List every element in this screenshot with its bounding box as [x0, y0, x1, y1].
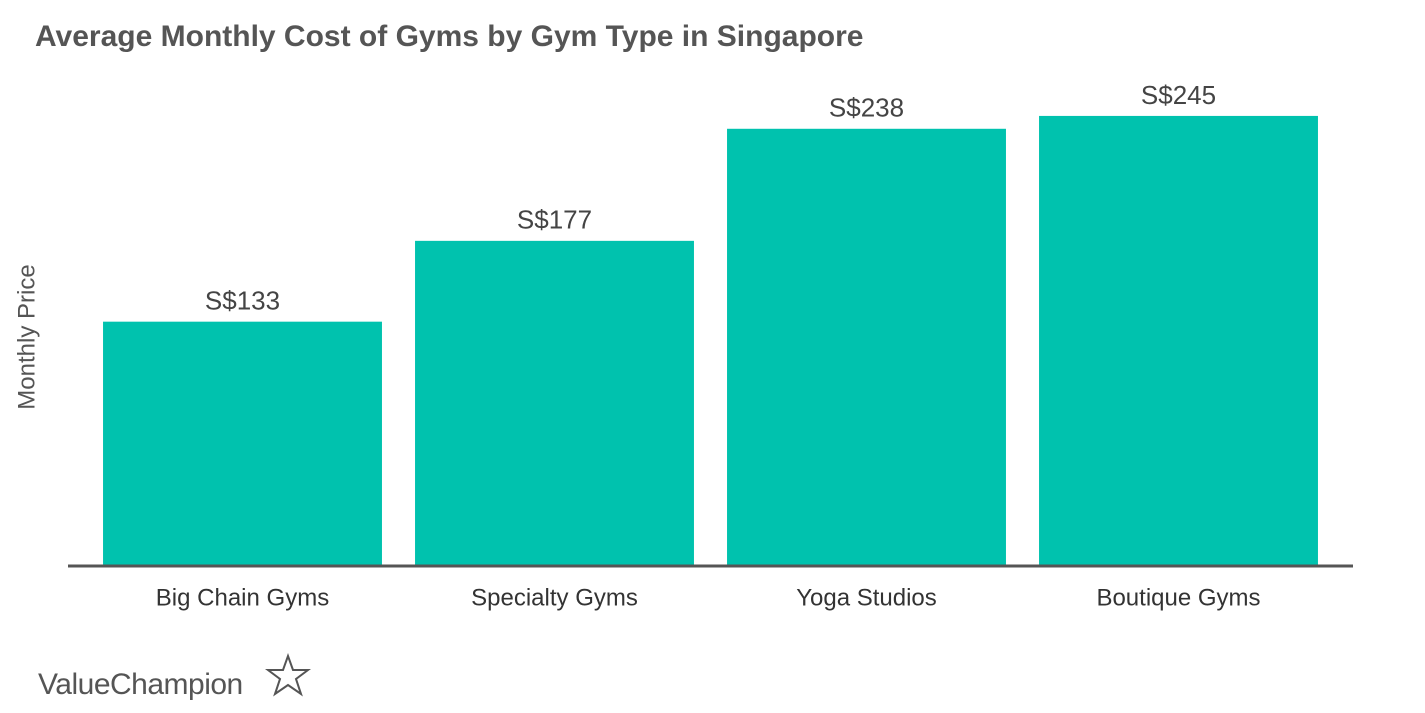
value-label: S$177	[517, 205, 592, 235]
bar	[103, 321, 382, 566]
x-tick-label: Specialty Gyms	[471, 584, 638, 611]
x-tick-label: Boutique Gyms	[1096, 584, 1260, 611]
logo: ValueChampion	[38, 668, 243, 701]
value-label: S$133	[205, 286, 280, 316]
bar	[1039, 115, 1318, 566]
bar	[415, 240, 694, 566]
x-tick-label: Big Chain Gyms	[156, 584, 329, 611]
value-label: S$238	[829, 93, 904, 123]
x-tick-label: Yoga Studios	[796, 584, 937, 611]
chart-title: Average Monthly Cost of Gyms by Gym Type…	[35, 20, 864, 53]
bar	[727, 128, 1006, 566]
y-axis-label: Monthly Price	[13, 264, 40, 409]
value-label: S$245	[1141, 80, 1216, 110]
logo-star	[265, 653, 311, 697]
